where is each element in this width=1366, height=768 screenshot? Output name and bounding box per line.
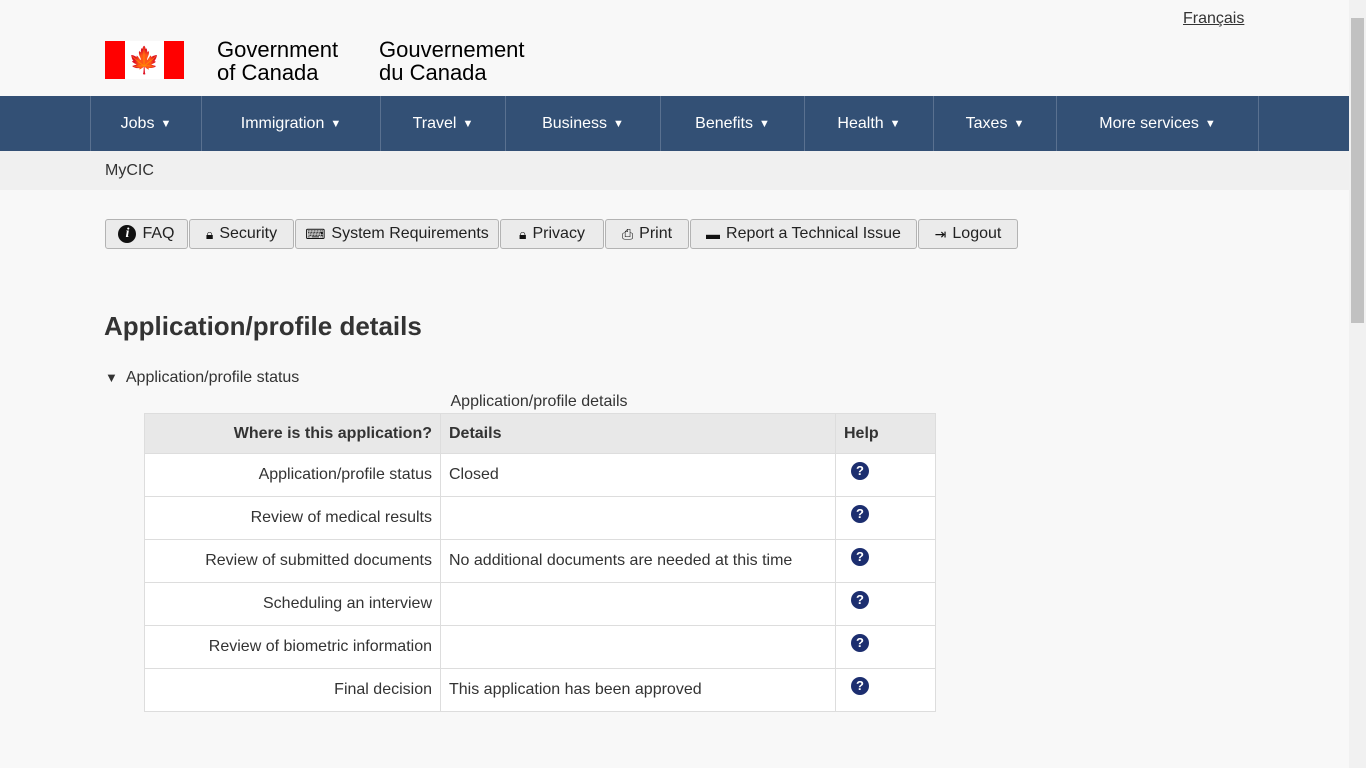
privacy-button[interactable]: 🔒︎ Privacy [500,219,604,249]
button-label: System Requirements [331,225,489,242]
security-button[interactable]: 🔒︎ Security [189,219,294,249]
chevron-down-icon: ▼ [462,117,474,130]
nav-health[interactable]: Health ▼ [804,96,933,151]
signature-line: Government [217,37,339,62]
step-cell: Application/profile status [144,453,441,497]
help-cell: ? [835,625,936,669]
nav-label: Taxes [965,114,1008,132]
column-header: Where is this application? [144,413,441,454]
chevron-down-icon: ▼ [889,117,901,130]
column-header: Details [440,413,836,454]
nav-label: Immigration [240,114,325,132]
canada-flag-logo: 🍁 [105,41,184,79]
help-icon[interactable]: ? [851,504,869,523]
details-cell [440,625,836,669]
chevron-down-icon: ▼ [330,117,342,130]
button-label: Security [219,225,278,242]
maple-leaf-icon: 🍁 [125,41,164,79]
signature-fr: Gouvernement du Canada [379,38,525,84]
print-icon: ⎙ [621,225,634,242]
step-cell: Scheduling an interview [144,582,441,626]
nav-label: Travel [412,114,457,132]
table-row: Scheduling an interview? [144,582,936,626]
step-cell: Review of submitted documents [144,539,441,583]
button-label: Logout [952,225,1002,242]
help-icon[interactable]: ? [851,676,869,695]
breadcrumb-mycic[interactable]: MyCIC [105,162,154,179]
nav-label: Business [542,114,608,132]
nav-more-services[interactable]: More services ▼ [1056,96,1259,151]
table-row: Application/profile status Closed? [144,453,936,497]
button-label: FAQ [142,225,175,242]
chevron-down-icon: ▼ [613,117,624,130]
language-toggle-link[interactable]: Français [1183,10,1245,27]
nav-immigration[interactable]: Immigration ▼ [201,96,380,151]
chevron-down-icon: ▼ [1013,117,1025,130]
help-icon[interactable]: ? [851,590,869,609]
help-icon[interactable]: ? [851,547,869,566]
info-icon: i [118,225,137,243]
button-label: Privacy [532,225,585,242]
nav-benefits[interactable]: Benefits ▼ [660,96,804,151]
breadcrumb-bar [0,151,1349,190]
chevron-down-icon: ▼ [1204,117,1216,130]
help-cell: ? [835,582,936,626]
table-row: Review of submitted documents No addition… [144,539,936,583]
signature-line: du Canada [379,60,487,85]
column-header: Help [835,413,936,454]
help-cell: ? [835,496,936,540]
button-label: Print [639,225,673,242]
logout-button[interactable]: ⇥ Logout [918,219,1018,249]
step-cell: Final decision [144,668,441,712]
nav-travel[interactable]: Travel ▼ [380,96,505,151]
status-table: Where is this application? Details Help … [144,413,936,712]
button-label: Report a Technical Issue [726,225,901,242]
print-button[interactable]: ⎙ Print [605,219,689,249]
comment-icon: ▬ [706,226,721,242]
nav-label: More services [1099,114,1199,132]
details-cell [440,582,836,626]
lock-icon: 🔒︎ [519,225,527,242]
details-cell [440,496,836,540]
help-icon[interactable]: ? [851,633,869,652]
table-row: Review of medical results? [144,496,936,540]
lock-icon: 🔒︎ [205,225,214,242]
help-icon[interactable]: ? [851,461,869,480]
chevron-down-icon: ▼ [758,117,770,130]
table-header-row: Where is this application? Details Help [144,413,936,454]
nav-label: Health [837,114,884,132]
main-nav: Jobs ▼ Immigration ▼ Travel ▼ Business ▼ Ben… [0,96,1349,151]
keyboard-icon: ⌨ [305,225,326,242]
details-cell: Closed [440,453,836,497]
help-cell: ? [835,539,936,583]
signature-en: Government of Canada [217,38,338,84]
triangle-down-icon: ▼ [105,370,118,385]
signature-line: of Canada [217,60,319,85]
nav-label: Jobs [120,114,155,132]
nav-business[interactable]: Business ▼ [505,96,660,151]
details-cell: This application has been approved [440,668,836,712]
step-cell: Review of medical results [144,496,441,540]
step-cell: Review of biometric information [144,625,441,669]
nav-jobs[interactable]: Jobs ▼ [90,96,201,151]
chevron-down-icon: ▼ [160,117,172,130]
table-caption: Application/profile details [450,393,628,410]
table-row: Final decision This application has been … [144,668,936,712]
table-row: Review of biometric information? [144,625,936,669]
nav-label: Benefits [695,114,753,132]
system-requirements-button[interactable]: ⌨ System Requirements [295,219,499,249]
logout-icon: ⇥ [934,225,947,242]
help-cell: ? [835,453,936,497]
page-title: Application/profile details [104,311,422,341]
report-issue-button[interactable]: ▬ Report a Technical Issue [690,219,917,249]
details-cell: No additional documents are needed at th… [440,539,836,583]
status-details-toggle[interactable]: ▼ Application/profile status [105,369,299,387]
help-cell: ? [835,668,936,712]
toggle-label: Application/profile status [125,369,300,386]
faq-button[interactable]: i FAQ [105,219,188,249]
scrollbar-thumb[interactable] [1351,18,1364,323]
signature-line: Gouvernement [379,37,525,62]
nav-taxes[interactable]: Taxes ▼ [933,96,1056,151]
